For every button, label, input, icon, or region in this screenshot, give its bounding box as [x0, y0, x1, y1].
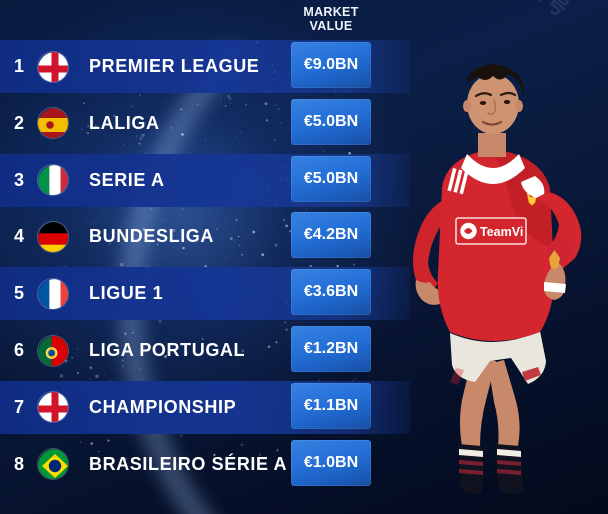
svg-text:TeamVi: TeamVi [480, 225, 523, 239]
